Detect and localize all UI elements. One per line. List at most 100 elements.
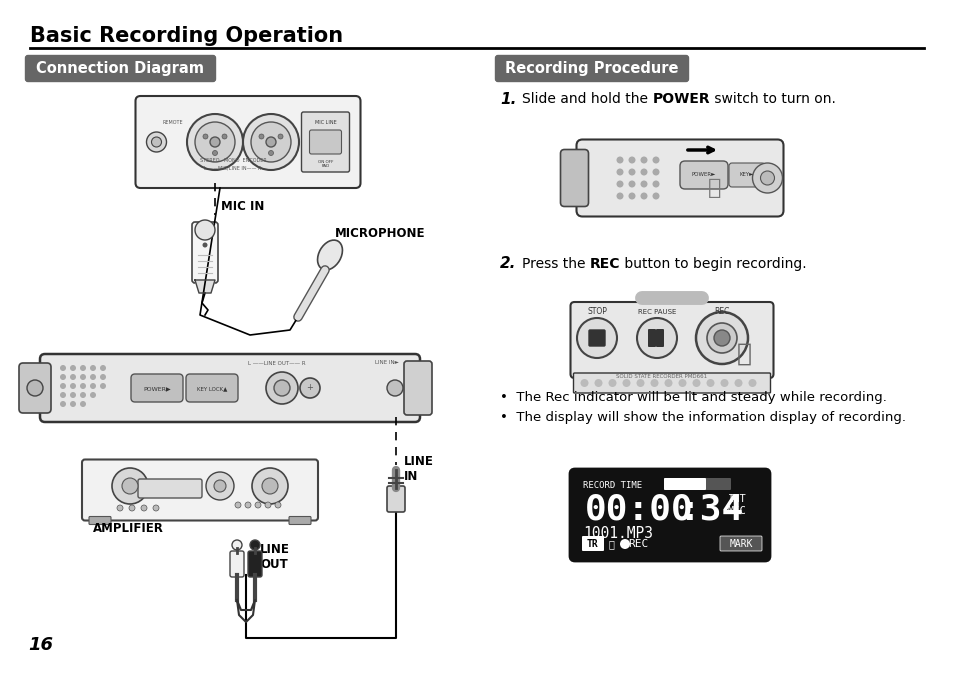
FancyBboxPatch shape: [576, 139, 782, 217]
FancyBboxPatch shape: [309, 130, 341, 154]
Text: 🖐: 🖐: [707, 178, 720, 198]
FancyBboxPatch shape: [720, 536, 761, 551]
FancyBboxPatch shape: [403, 361, 432, 415]
Circle shape: [622, 379, 630, 387]
Circle shape: [80, 374, 86, 380]
Circle shape: [147, 132, 167, 152]
Text: STOP: STOP: [586, 307, 606, 316]
FancyBboxPatch shape: [19, 363, 51, 413]
Circle shape: [639, 168, 647, 176]
FancyBboxPatch shape: [656, 329, 663, 347]
Text: REC: REC: [627, 539, 647, 549]
Text: SOLID STATE RECORDER PMD661: SOLID STATE RECORDER PMD661: [616, 374, 707, 379]
Text: Recording Procedure: Recording Procedure: [505, 61, 678, 77]
Circle shape: [639, 180, 647, 188]
Circle shape: [274, 502, 281, 508]
Circle shape: [637, 318, 677, 358]
Circle shape: [706, 379, 714, 387]
Circle shape: [210, 137, 220, 147]
Circle shape: [194, 220, 214, 240]
Circle shape: [222, 134, 227, 139]
Circle shape: [252, 468, 288, 504]
FancyBboxPatch shape: [301, 112, 349, 172]
Circle shape: [80, 401, 86, 407]
Circle shape: [258, 134, 264, 139]
Text: 2.: 2.: [499, 256, 516, 271]
Circle shape: [608, 379, 616, 387]
Circle shape: [652, 168, 659, 176]
Circle shape: [152, 505, 159, 511]
FancyBboxPatch shape: [26, 55, 215, 81]
FancyBboxPatch shape: [289, 516, 311, 524]
Circle shape: [70, 365, 76, 371]
Circle shape: [652, 180, 659, 188]
Circle shape: [387, 380, 402, 396]
Text: :34: :34: [678, 492, 742, 526]
Text: REC: REC: [589, 257, 619, 271]
FancyBboxPatch shape: [570, 302, 773, 378]
Circle shape: [80, 392, 86, 398]
FancyBboxPatch shape: [135, 96, 360, 188]
Circle shape: [616, 192, 623, 199]
Text: L ——MIC/LINE IN—— R: L ——MIC/LINE IN—— R: [204, 166, 261, 171]
Circle shape: [652, 157, 659, 164]
Text: LINE
IN: LINE IN: [403, 455, 434, 483]
Text: LINE IN►: LINE IN►: [375, 360, 398, 365]
Circle shape: [234, 502, 241, 508]
Circle shape: [752, 163, 781, 193]
Circle shape: [60, 374, 66, 380]
Circle shape: [628, 192, 635, 199]
Circle shape: [594, 379, 602, 387]
FancyBboxPatch shape: [581, 536, 603, 551]
Text: L ——LINE OUT—— R: L ——LINE OUT—— R: [248, 361, 305, 366]
FancyBboxPatch shape: [89, 516, 111, 524]
Text: 16: 16: [28, 636, 53, 654]
Circle shape: [213, 151, 217, 155]
Circle shape: [266, 137, 275, 147]
Circle shape: [262, 478, 277, 494]
Circle shape: [80, 365, 86, 371]
Circle shape: [254, 502, 261, 508]
Circle shape: [650, 379, 658, 387]
Text: MIC LINE: MIC LINE: [314, 120, 336, 125]
Circle shape: [639, 157, 647, 164]
FancyBboxPatch shape: [248, 551, 262, 577]
Circle shape: [243, 114, 298, 170]
Circle shape: [203, 134, 208, 139]
Text: Slide and hold the: Slide and hold the: [521, 92, 652, 106]
Circle shape: [616, 157, 623, 164]
Circle shape: [70, 401, 76, 407]
FancyBboxPatch shape: [679, 161, 727, 189]
FancyBboxPatch shape: [663, 478, 730, 490]
Text: KEY►: KEY►: [739, 172, 754, 177]
Circle shape: [664, 379, 672, 387]
Text: 1001.MP3: 1001.MP3: [582, 526, 652, 540]
Text: STEREO   MONO  ENCODER: STEREO MONO ENCODER: [199, 158, 266, 163]
Circle shape: [636, 379, 644, 387]
Text: ON OFF
PAD: ON OFF PAD: [317, 160, 333, 168]
Text: MIC IN: MIC IN: [221, 200, 264, 213]
Circle shape: [70, 383, 76, 389]
Text: Press the: Press the: [521, 257, 589, 271]
Text: 🔒: 🔒: [607, 539, 614, 549]
Circle shape: [251, 122, 291, 162]
Circle shape: [80, 383, 86, 389]
Circle shape: [129, 505, 135, 511]
Text: LINE
OUT: LINE OUT: [260, 543, 290, 571]
Text: TR: TR: [586, 539, 598, 549]
Polygon shape: [194, 280, 214, 293]
Circle shape: [692, 379, 700, 387]
Circle shape: [194, 122, 234, 162]
Circle shape: [616, 168, 623, 176]
Circle shape: [187, 114, 243, 170]
Text: INT
MIC: INT MIC: [727, 494, 745, 516]
Circle shape: [628, 168, 635, 176]
FancyBboxPatch shape: [588, 330, 604, 346]
Text: POWER▶: POWER▶: [143, 386, 171, 391]
Text: switch to turn on.: switch to turn on.: [709, 92, 835, 106]
Circle shape: [619, 539, 629, 549]
Circle shape: [232, 540, 242, 550]
Circle shape: [117, 505, 123, 511]
FancyBboxPatch shape: [230, 551, 244, 577]
Circle shape: [268, 151, 274, 155]
